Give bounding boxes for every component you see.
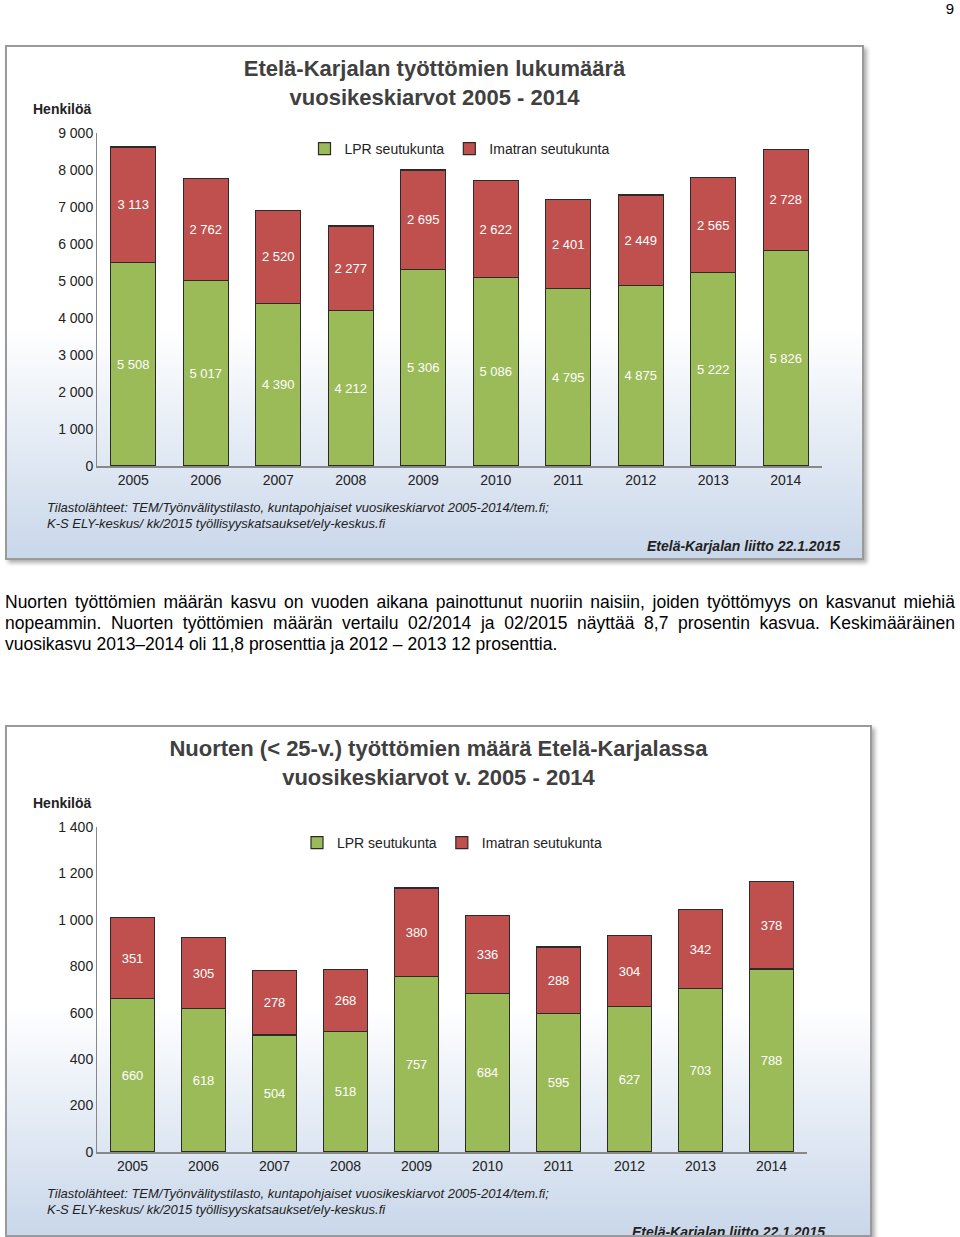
svg-text:5 000: 5 000 [58,273,93,289]
svg-text:684: 684 [477,1065,499,1080]
svg-text:2012: 2012 [625,472,656,488]
svg-text:2 000: 2 000 [58,384,93,400]
html-text:Nuorten työttömien määrän kasv: Nuorten työttömien määrän kasvu on vuode… [5,592,955,654]
svg-text:2008: 2008 [335,472,366,488]
svg-text:518: 518 [335,1084,357,1099]
svg-text:0: 0 [85,458,93,474]
svg-text:788: 788 [761,1053,783,1068]
svg-text:660: 660 [122,1068,144,1083]
svg-text:5 017: 5 017 [189,366,222,381]
svg-text:2 449: 2 449 [624,233,657,248]
svg-text:2011: 2011 [543,1158,573,1174]
svg-text:618: 618 [193,1073,215,1088]
svg-text:5 508: 5 508 [117,357,150,372]
svg-text:2014: 2014 [770,472,801,488]
svg-text:0: 0 [85,1144,93,1160]
svg-text:304: 304 [619,964,641,979]
svg-text:2006: 2006 [188,1158,219,1174]
svg-text:627: 627 [619,1072,641,1087]
svg-text:K-S ELY-keskus/ kk/2015 työlli: K-S ELY-keskus/ kk/2015 työllisyyskatsau… [47,1202,386,1217]
svg-text:2005: 2005 [118,472,149,488]
svg-text:1 200: 1 200 [58,865,93,881]
svg-text:2 565: 2 565 [697,218,730,233]
svg-text:600: 600 [70,1005,94,1021]
svg-text:268: 268 [335,993,357,1008]
svg-text:2007: 2007 [263,472,294,488]
svg-text:2 762: 2 762 [189,222,222,237]
svg-text:278: 278 [264,995,286,1010]
svg-text:4 795: 4 795 [552,370,585,385]
svg-text:2010: 2010 [480,472,511,488]
svg-text:Etelä-Karjalan työttömien luku: Etelä-Karjalan työttömien lukumäärävuosi… [244,56,626,110]
svg-text:5 826: 5 826 [769,351,802,366]
svg-text:757: 757 [406,1057,428,1072]
svg-text:2008: 2008 [330,1158,361,1174]
svg-text:LPR seutukunta: LPR seutukunta [345,141,445,157]
svg-text:4 212: 4 212 [334,381,367,396]
svg-text:1 400: 1 400 [58,819,93,835]
svg-text:2011: 2011 [553,472,583,488]
svg-text:9 000: 9 000 [58,125,93,141]
svg-text:5 306: 5 306 [407,360,440,375]
svg-text:3 000: 3 000 [58,347,93,363]
svg-text:595: 595 [548,1075,570,1090]
svg-text:2013: 2013 [685,1158,716,1174]
svg-text:2005: 2005 [117,1158,148,1174]
svg-text:4 000: 4 000 [58,310,93,326]
html-text:9: 9 [945,0,954,17]
svg-text:2006: 2006 [190,472,221,488]
svg-text:2 695: 2 695 [407,212,440,227]
svg-text:2 277: 2 277 [334,261,367,276]
svg-text:2009: 2009 [408,472,439,488]
svg-text:288: 288 [548,973,570,988]
svg-text:3 113: 3 113 [117,197,149,212]
svg-text:1 000: 1 000 [58,912,93,928]
svg-text:2 401: 2 401 [552,237,585,252]
svg-text:336: 336 [477,947,499,962]
svg-text:5 222: 5 222 [697,362,730,377]
svg-text:380: 380 [406,925,428,940]
svg-text:Imatran seutukunta: Imatran seutukunta [482,835,602,851]
svg-text:800: 800 [70,958,94,974]
svg-text:LPR seutukunta: LPR seutukunta [337,835,437,851]
svg-text:200: 200 [70,1097,94,1113]
svg-text:Imatran seutukunta: Imatran seutukunta [489,141,609,157]
svg-text:Tilastolähteet: TEM/Työnvälity: Tilastolähteet: TEM/Työnvälitystilasto, … [47,500,549,515]
svg-text:2009: 2009 [401,1158,432,1174]
svg-text:378: 378 [761,918,783,933]
svg-text:2 728: 2 728 [769,192,802,207]
svg-text:4 875: 4 875 [624,368,657,383]
svg-text:342: 342 [690,942,712,957]
svg-text:2013: 2013 [698,472,729,488]
svg-text:K-S ELY-keskus/ kk/2015 työlli: K-S ELY-keskus/ kk/2015 työllisyyskatsau… [47,516,386,531]
svg-text:5 086: 5 086 [479,364,512,379]
svg-text:2012: 2012 [614,1158,645,1174]
svg-text:Etelä-Karjalan liitto 22.1.201: Etelä-Karjalan liitto 22.1.2015 [647,538,840,554]
svg-text:351: 351 [122,951,144,966]
svg-text:Henkilöä: Henkilöä [33,795,92,811]
svg-text:4 390: 4 390 [262,377,295,392]
svg-text:Tilastolähteet: TEM/Työnvälity: Tilastolähteet: TEM/Työnvälitystilasto, … [47,1186,549,1201]
svg-text:2010: 2010 [472,1158,503,1174]
svg-text:7 000: 7 000 [58,199,93,215]
svg-text:400: 400 [70,1051,94,1067]
svg-text:2007: 2007 [259,1158,290,1174]
svg-text:Nuorten (< 25-v.) työttömien m: Nuorten (< 25-v.) työttömien määrä Etelä… [169,736,708,790]
svg-text:8 000: 8 000 [58,162,93,178]
svg-text:Henkilöä: Henkilöä [33,101,92,117]
svg-text:504: 504 [264,1086,286,1101]
svg-text:2 622: 2 622 [479,222,512,237]
svg-text:6 000: 6 000 [58,236,93,252]
svg-text:2 520: 2 520 [262,249,295,264]
svg-text:703: 703 [690,1063,712,1078]
svg-text:1 000: 1 000 [58,421,93,437]
svg-text:305: 305 [193,966,215,981]
svg-text:Etelä-Karjalan liitto 22.1.201: Etelä-Karjalan liitto 22.1.2015 [632,1224,825,1235]
svg-text:2014: 2014 [756,1158,787,1174]
